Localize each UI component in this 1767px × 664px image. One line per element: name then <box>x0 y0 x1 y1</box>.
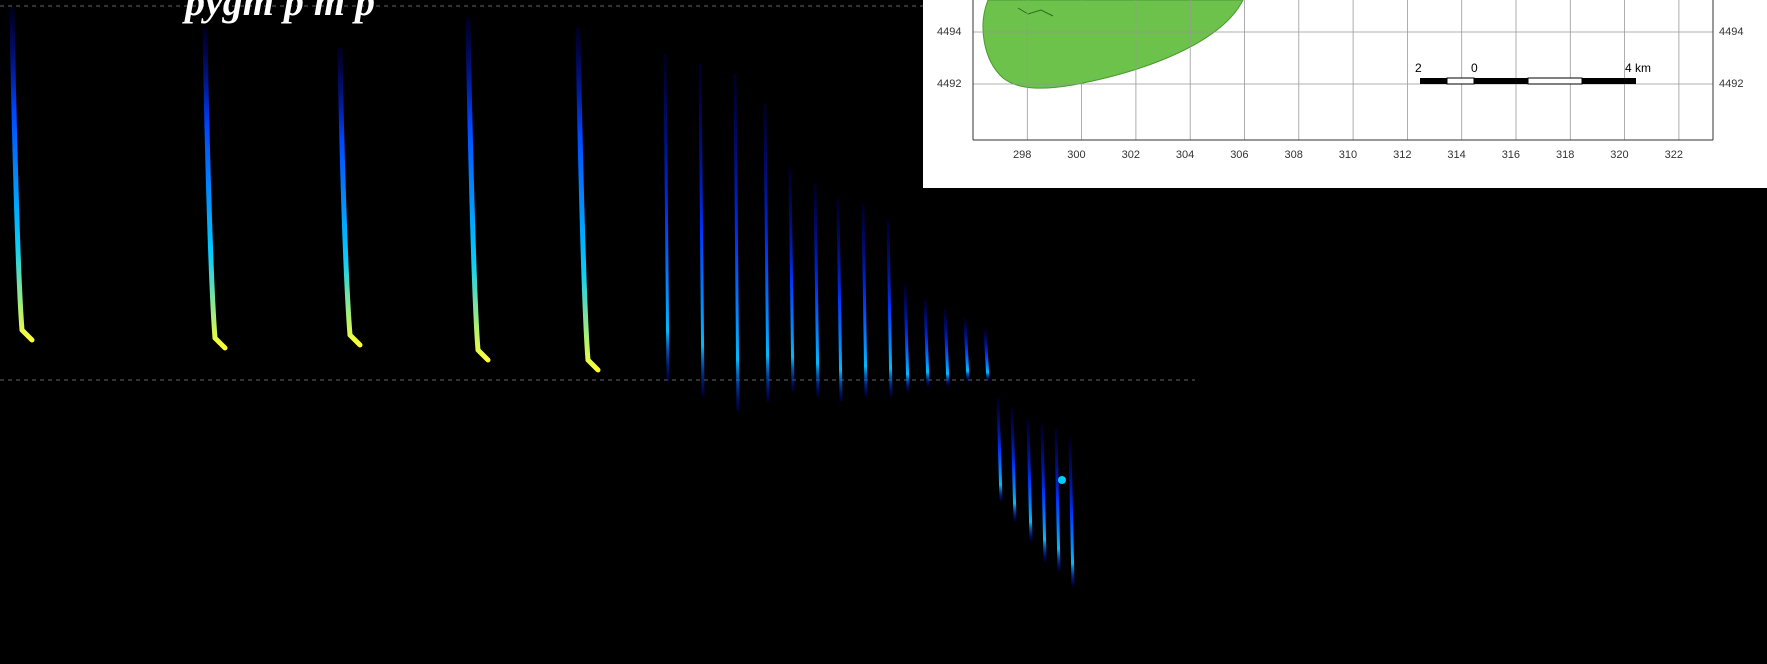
x-tick-label: 306 <box>1230 149 1248 161</box>
scale-bar-segment <box>1420 78 1447 84</box>
call-streak <box>923 298 930 387</box>
y-tick-label-right: 4492 <box>1719 78 1743 90</box>
x-tick-label: 298 <box>1013 149 1031 161</box>
y-tick-label-left: 4494 <box>937 26 961 38</box>
slide-title: pygm p m p <box>185 0 375 24</box>
call-streak <box>663 53 670 382</box>
scale-bar-segment <box>1527 77 1583 85</box>
x-tick-label: 314 <box>1447 149 1465 161</box>
call-streak <box>836 198 843 402</box>
call-streak <box>983 328 990 382</box>
scale-bar-segment <box>1474 78 1528 84</box>
call-streak <box>1010 408 1017 522</box>
call-streak <box>861 203 868 397</box>
call-blob <box>1058 476 1066 484</box>
call-streak <box>698 63 705 397</box>
scale-bar-label: 2 <box>1415 61 1422 75</box>
call-streak <box>1040 423 1047 562</box>
x-tick-label: 320 <box>1610 149 1628 161</box>
map-region-shape <box>982 0 1244 89</box>
call-trace <box>465 17 491 363</box>
x-tick-label: 316 <box>1502 149 1520 161</box>
x-tick-label: 304 <box>1176 149 1194 161</box>
scale-bar-segment <box>1582 78 1636 84</box>
scale-bar: 2 0 4 km <box>1415 61 1651 85</box>
map-coastline <box>1017 7 1054 17</box>
call-streak <box>996 398 1003 502</box>
call-streak <box>963 318 970 382</box>
call-streak <box>886 218 893 397</box>
y-tick-label-left: 4492 <box>937 78 961 90</box>
y-tick-label-right: 4494 <box>1719 26 1743 38</box>
call-streak <box>903 283 910 392</box>
x-tick-label: 310 <box>1339 149 1357 161</box>
x-tick-labels: 298 300 302 304 306 308 310 312 314 316 318 320 322 <box>1013 149 1683 161</box>
call-streak <box>788 168 795 392</box>
x-tick-label: 300 <box>1067 149 1085 161</box>
call-streak <box>943 308 950 387</box>
x-tick-label: 308 <box>1285 149 1303 161</box>
call-trace <box>337 47 363 348</box>
x-tick-label: 322 <box>1665 149 1683 161</box>
call-trace <box>575 27 601 373</box>
x-tick-label: 312 <box>1393 149 1411 161</box>
x-tick-label: 302 <box>1122 149 1140 161</box>
call-streak <box>1026 418 1033 542</box>
call-streak <box>1068 438 1075 587</box>
x-tick-label: 318 <box>1556 149 1574 161</box>
scale-bar-segment <box>1446 77 1475 85</box>
scale-bar-label: 0 <box>1471 61 1478 75</box>
call-trace <box>9 7 35 343</box>
inset-map: 4494 4492 4494 4492 298 300 302 304 306 308 31… <box>923 0 1767 188</box>
call-streak <box>733 73 740 412</box>
scale-bar-label: 4 km <box>1625 61 1651 75</box>
call-streak <box>813 183 820 397</box>
call-trace <box>202 27 228 351</box>
call-streak <box>1054 428 1061 572</box>
call-streak <box>763 103 770 402</box>
